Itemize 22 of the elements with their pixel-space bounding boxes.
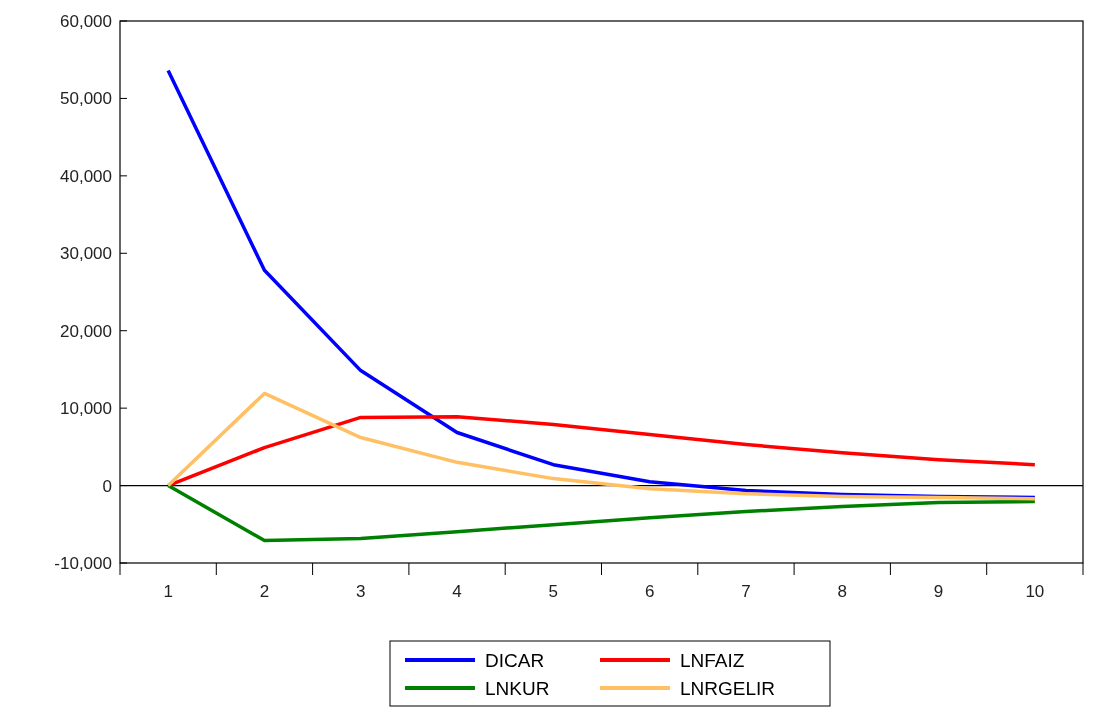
x-tick-label: 7 <box>741 582 751 601</box>
x-tick-label: 3 <box>356 582 366 601</box>
y-tick-label: 10,000 <box>60 399 112 419</box>
x-tick-label: 1 <box>163 582 173 601</box>
y-tick-label: 20,000 <box>60 321 112 341</box>
x-tick-label: 5 <box>548 582 559 601</box>
y-tick-label: 0 <box>102 476 112 496</box>
legend-label: LNFAIZ <box>680 649 745 671</box>
x-tick-label: 8 <box>837 582 847 601</box>
legend-label: LNRGELIR <box>680 677 776 699</box>
x-tick-label: 4 <box>452 582 462 601</box>
y-tick-label: 60,000 <box>60 11 112 31</box>
legend-label: LNKUR <box>485 677 550 699</box>
x-tick-label: 2 <box>259 582 270 601</box>
y-tick-label: 50,000 <box>60 89 112 109</box>
x-tick-label: 10 <box>1025 582 1045 601</box>
legend-label: DICAR <box>485 649 545 671</box>
y-tick-label: -10,000 <box>54 553 112 573</box>
y-tick-label: 30,000 <box>60 244 112 264</box>
y-tick-label: 40,000 <box>60 166 112 186</box>
x-tick-label: 9 <box>933 582 944 601</box>
x-tick-label: 6 <box>644 582 655 601</box>
